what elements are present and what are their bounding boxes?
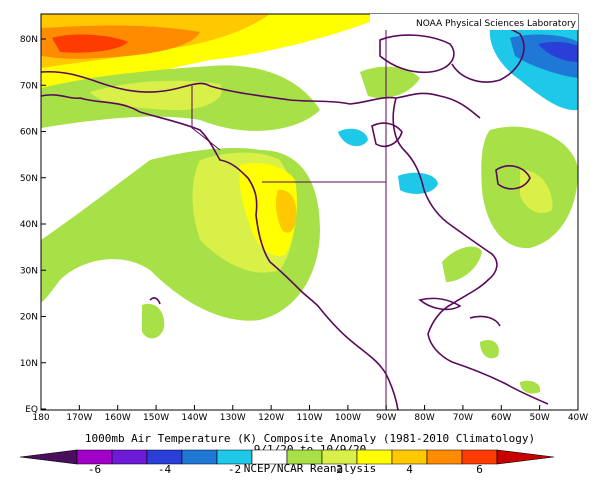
colorbar-label: 2 xyxy=(336,463,343,476)
x-tick-label: 70W xyxy=(453,413,473,423)
colorbar-label: -6 xyxy=(88,463,101,476)
map-title: 1000mb Air Temperature (K) Composite Ano… xyxy=(85,432,535,445)
colorbar: -6 -4 -2 2 4 6 xyxy=(19,449,555,476)
y-tick-label: 30N xyxy=(20,266,38,276)
x-tick-label: 80W xyxy=(414,413,434,423)
credit-text: NOAA Physical Sciences Laboratory xyxy=(416,19,577,29)
colorbar-label: -4 xyxy=(158,463,172,476)
colorbar-label: -2 xyxy=(228,463,241,476)
colorbar-swatch xyxy=(146,449,183,465)
x-tick-label: 50W xyxy=(529,413,549,423)
colorbar-label: 4 xyxy=(406,463,413,476)
y-tick-label: 60N xyxy=(20,128,38,138)
x-tick-label: 150W xyxy=(143,413,169,423)
x-tick-label: 60W xyxy=(491,413,511,423)
x-tick-label: 180 xyxy=(32,413,49,423)
x-tick-label: 130W xyxy=(220,413,246,423)
x-tick-label: 40W xyxy=(568,413,588,423)
y-tick-label: EQ xyxy=(25,405,38,415)
x-tick-label: 140W xyxy=(181,413,207,423)
x-tick-label: 170W xyxy=(66,413,92,423)
colorbar-swatch xyxy=(76,449,113,465)
colorbar-swatch xyxy=(426,449,463,465)
colorbar-swatch xyxy=(391,449,428,465)
colorbar-swatch xyxy=(19,449,78,465)
y-tick-label: 50N xyxy=(20,174,38,184)
colorbar-swatch xyxy=(181,449,218,465)
anomaly-field xyxy=(41,14,578,410)
colorbar-swatch xyxy=(111,449,148,465)
y-tick-label: 10N xyxy=(20,359,38,369)
source-label: NCEP/NCAR Reanalysis xyxy=(244,462,376,475)
x-tick-label: 160W xyxy=(105,413,131,423)
x-axis-ticks: 180 170W 160W 150W 140W 130W 120W 110W 100W 90W 80… xyxy=(32,405,588,423)
y-axis-ticks: 80N 70N 60N 50N 40N 30N 20N 10N EQ xyxy=(20,35,46,415)
y-tick-label: 80N xyxy=(20,35,38,45)
x-tick-label: 110W xyxy=(296,413,322,423)
y-tick-label: 40N xyxy=(20,220,38,230)
colorbar-swatch xyxy=(461,449,498,465)
x-tick-label: 100W xyxy=(335,413,361,423)
credit-box xyxy=(370,14,578,30)
colorbar-label: 6 xyxy=(476,463,483,476)
colorbar-swatch xyxy=(496,449,555,465)
y-tick-label: 20N xyxy=(20,313,38,323)
x-tick-label: 120W xyxy=(258,413,284,423)
y-tick-label: 70N xyxy=(20,81,38,91)
x-tick-label: 90W xyxy=(376,413,396,423)
borders xyxy=(191,22,387,410)
